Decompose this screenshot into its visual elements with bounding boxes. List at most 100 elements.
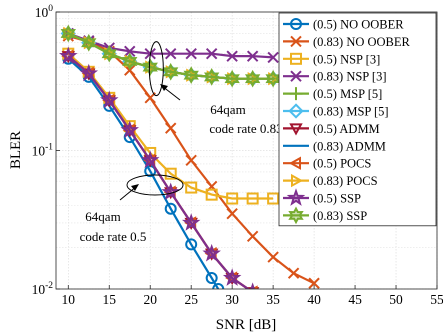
data-point	[308, 277, 320, 289]
legend-marker	[291, 173, 304, 188]
y-tick-label: 100	[35, 4, 54, 20]
data-point	[164, 167, 177, 180]
legend-marker	[290, 18, 302, 30]
data-point	[224, 69, 240, 88]
data-point	[226, 207, 238, 220]
legend-entry: (0.5) MSP [5]	[283, 87, 382, 101]
data-point	[144, 92, 156, 104]
data-point	[287, 267, 300, 279]
data-point	[163, 62, 179, 81]
legend-label: (0.5) NSP [3]	[313, 52, 380, 66]
data-point	[185, 47, 197, 60]
legend-entry: (0.5) NO OOBER	[283, 18, 404, 32]
data-point	[222, 268, 242, 286]
data-point	[246, 192, 259, 205]
legend-marker	[289, 87, 303, 101]
annotation-label: code rate 0.5	[80, 229, 147, 244]
legend: (0.5) NO OOBER (0.83) NO OOBER (0.5) NSP […	[278, 12, 437, 227]
data-point	[183, 66, 199, 85]
y-axis-label: BLER	[8, 131, 24, 169]
legend-marker	[286, 188, 306, 206]
annotation-label: code rate 0.83	[209, 121, 282, 136]
axis-ticks: 10 15 20 25 30 35 40 45 50 55 100 10-1 10-2	[32, 4, 443, 307]
annotation-layer: 64qam code rate 0.83 64qam code rate 0.5	[80, 41, 283, 244]
legend-label: (0.5) ADMM	[313, 122, 380, 136]
annotation-arrowhead	[131, 184, 139, 191]
annotation-label: 64qam	[210, 102, 245, 117]
legend-entry: (0.5) POCS	[283, 156, 371, 171]
legend-entry: (0.83) MSP [5]	[283, 103, 389, 119]
legend-marker	[289, 123, 303, 136]
data-point	[59, 46, 78, 65]
data-point	[124, 45, 136, 58]
x-tick-label: 40	[307, 292, 321, 307]
legend-label: (0.83) ADMM	[313, 139, 386, 153]
y-tick-label: 10-2	[32, 281, 54, 297]
x-axis-label: SNR [dB]	[216, 317, 276, 333]
data-point	[203, 68, 220, 86]
annotation-label: 64qam	[85, 209, 120, 224]
legend-label: (0.83) MSP [5]	[313, 105, 389, 119]
data-point	[246, 50, 259, 62]
data-point	[165, 122, 177, 134]
legend-label: (0.5) SSP	[313, 192, 361, 206]
data-point	[267, 251, 279, 263]
x-tick-label: 25	[184, 292, 198, 307]
legend-label: (0.83) POCS	[313, 174, 378, 188]
legend-marker	[288, 156, 301, 170]
data-point	[100, 90, 119, 109]
legend-entry: (0.5) NSP [3]	[283, 52, 380, 66]
legend-entry: (0.83) NSP [3]	[283, 70, 387, 84]
legend-marker	[290, 35, 302, 48]
legend-entry: (0.5) ADMM	[283, 122, 380, 136]
data-point	[226, 50, 238, 62]
data-point	[202, 243, 221, 262]
y-tick-label: 10-1	[32, 143, 54, 159]
x-tick-label: 55	[430, 292, 443, 307]
x-tick-label: 15	[103, 292, 117, 307]
legend-label: (0.83) SSP	[313, 209, 367, 223]
series	[62, 27, 279, 64]
data-point	[246, 230, 259, 243]
data-point	[142, 58, 158, 76]
series	[59, 46, 260, 289]
legend-entry: (0.83) POCS	[283, 173, 378, 188]
legend-entry: (0.83) ADMM	[283, 139, 386, 153]
legend-marker	[288, 103, 304, 119]
legend-label: (0.5) POCS	[313, 157, 371, 171]
data-point	[205, 47, 218, 60]
data-point	[161, 182, 180, 201]
legend-marker	[290, 70, 302, 82]
series-line	[67, 55, 251, 289]
legend-label: (0.83) NO OOBER	[313, 35, 411, 49]
data-point	[164, 202, 177, 215]
x-tick-label: 50	[389, 292, 403, 307]
data-point	[267, 51, 279, 64]
annotation-ellipse	[126, 174, 184, 196]
data-point	[205, 188, 218, 201]
series-line	[67, 52, 274, 200]
data-point	[246, 282, 260, 289]
legend-marker	[288, 206, 304, 225]
legend-entry: (0.83) SSP	[283, 206, 367, 225]
data-point	[122, 52, 138, 71]
legend-entry: (0.5) SSP	[283, 188, 361, 206]
x-tick-label: 20	[143, 292, 157, 307]
data-point	[212, 283, 225, 289]
data-point	[60, 24, 76, 43]
series	[60, 24, 281, 88]
legend-label: (0.5) NO OOBER	[313, 18, 404, 32]
legend-label: (0.83) NSP [3]	[313, 70, 387, 84]
x-tick-label: 35	[266, 292, 280, 307]
legend-entry: (0.83) NO OOBER	[283, 35, 411, 49]
data-point	[267, 192, 280, 205]
data-point	[120, 120, 139, 139]
annotation-ellipse	[148, 41, 164, 97]
data-point	[226, 192, 239, 205]
legend-marker	[290, 52, 302, 65]
data-point	[244, 69, 261, 88]
data-point	[79, 63, 99, 82]
annotation-arrowhead	[160, 84, 168, 91]
data-point	[165, 47, 177, 60]
